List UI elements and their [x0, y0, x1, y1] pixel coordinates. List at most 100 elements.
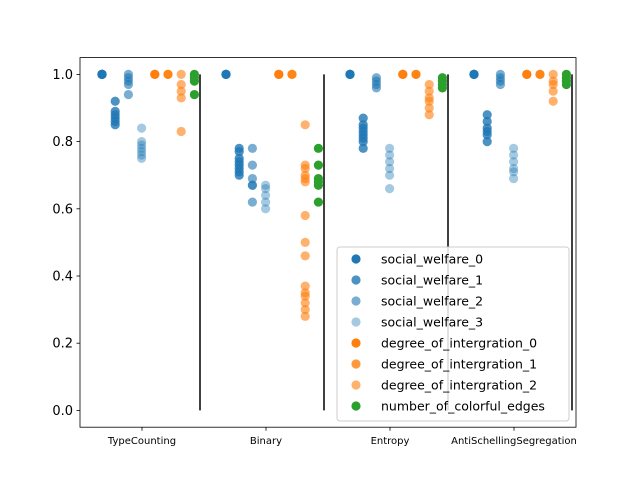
data-point-social-welfare-3	[385, 157, 395, 167]
data-point-social-welfare-3	[508, 167, 519, 177]
legend-marker	[351, 359, 361, 369]
data-point-social-welfare-3	[137, 137, 147, 147]
y-tick-label: 0.4	[52, 270, 73, 285]
data-point-degree-of-intergration-1	[287, 69, 297, 79]
x-tick-label: TypeCounting	[107, 436, 176, 447]
data-point-social-welfare-0	[97, 69, 107, 79]
data-point-degree-of-intergration-2	[548, 86, 558, 96]
data-point-social-welfare-3	[385, 150, 395, 160]
data-point-number-of-colorful-edges	[313, 143, 323, 153]
data-point-degree-of-intergration-2	[424, 96, 434, 106]
data-point-social-welfare-3	[137, 153, 147, 163]
data-point-social-welfare-1	[482, 130, 492, 140]
data-point-degree-of-intergration-2	[300, 251, 310, 261]
data-point-social-welfare-2	[247, 197, 257, 207]
data-point-social-welfare-3	[261, 190, 271, 200]
data-point-social-welfare-3	[137, 123, 147, 133]
data-point-social-welfare-3	[508, 157, 519, 167]
legend-box	[336, 246, 570, 422]
data-point-degree-of-intergration-2	[300, 237, 310, 247]
data-point-social-welfare-3	[385, 143, 395, 153]
data-point-degree-of-intergration-2	[424, 110, 434, 120]
data-point-social-welfare-1	[358, 113, 368, 123]
data-point-social-welfare-3	[508, 173, 519, 184]
legend-label: number_of_colorful_edges	[381, 399, 545, 414]
data-point-degree-of-intergration-2	[424, 103, 434, 113]
data-point-degree-of-intergration-2	[300, 163, 310, 174]
x-tick-label: Binary	[250, 436, 282, 447]
data-point-social-welfare-2	[247, 143, 257, 153]
data-point-degree-of-intergration-2	[300, 120, 310, 130]
data-point-degree-of-intergration-1	[411, 69, 421, 79]
data-point-social-welfare-2	[495, 79, 505, 90]
data-point-degree-of-intergration-2	[176, 126, 186, 137]
legend: social_welfare_0 social_welfare_1 social_w…	[336, 246, 570, 422]
data-point-degree-of-intergration-2	[300, 311, 310, 321]
legend-label: social_welfare_3	[381, 315, 483, 330]
data-point-social-welfare-1	[482, 137, 492, 147]
y-tick-label: 1.0	[52, 68, 73, 83]
data-point-degree-of-intergration-2	[424, 86, 434, 96]
data-point-degree-of-intergration-0	[274, 69, 284, 79]
data-point-number-of-colorful-edges	[437, 83, 447, 93]
data-point-social-welfare-3	[261, 197, 271, 207]
data-point-social-welfare-2	[247, 180, 257, 190]
data-point-social-welfare-3	[261, 204, 271, 214]
legend-marker	[351, 380, 361, 390]
data-point-number-of-colorful-edges	[189, 76, 199, 86]
data-point-social-welfare-3	[508, 150, 519, 160]
y-tick-label: 0.6	[52, 202, 73, 217]
data-point-social-welfare-1	[482, 110, 492, 120]
data-point-social-welfare-2	[371, 83, 381, 93]
data-point-social-welfare-3	[261, 180, 271, 190]
plot-frame	[79, 57, 577, 428]
data-points	[97, 69, 572, 321]
legend-marker	[351, 254, 361, 264]
legend-marker	[351, 296, 361, 306]
x-tick-label: Entropy	[371, 436, 410, 447]
data-point-social-welfare-3	[385, 184, 395, 194]
data-point-number-of-colorful-edges	[313, 197, 323, 207]
legend-label: social_welfare_2	[381, 294, 483, 309]
data-point-social-welfare-3	[137, 143, 147, 153]
data-point-degree-of-intergration-1	[163, 69, 173, 79]
data-point-social-welfare-1	[482, 116, 492, 127]
data-point-degree-of-intergration-1	[535, 69, 545, 79]
data-point-social-welfare-3	[137, 150, 147, 160]
data-point-degree-of-intergration-2	[548, 79, 558, 90]
data-point-degree-of-intergration-2	[548, 96, 558, 106]
y-tick-label: 0.2	[52, 337, 73, 352]
data-point-degree-of-intergration-2	[176, 69, 186, 79]
data-point-social-welfare-0	[469, 69, 479, 79]
separator-lines	[199, 74, 573, 411]
legend-marker	[351, 401, 361, 411]
y-axis: 0.0 0.2 0.4 0.6 0.8 1.0	[52, 68, 80, 419]
data-point-degree-of-intergration-2	[176, 93, 186, 103]
data-point-social-welfare-0	[345, 69, 355, 79]
data-point-degree-of-intergration-0	[398, 69, 408, 79]
legend-label: degree_of_intergration_2	[381, 378, 537, 393]
data-point-number-of-colorful-edges	[189, 89, 199, 100]
data-point-degree-of-intergration-0	[522, 69, 532, 79]
data-point-social-welfare-2	[247, 160, 257, 170]
legend-marker	[351, 338, 361, 348]
data-point-social-welfare-3	[261, 184, 271, 194]
data-point-degree-of-intergration-2	[300, 281, 310, 291]
data-point-social-welfare-1	[234, 147, 244, 157]
data-point-degree-of-intergration-2	[424, 79, 434, 90]
data-point-degree-of-intergration-2	[176, 86, 186, 96]
legend-marker	[351, 275, 361, 285]
legend-label: social_welfare_1	[381, 273, 483, 288]
data-point-degree-of-intergration-2	[300, 210, 310, 221]
data-point-social-welfare-1	[234, 170, 244, 180]
data-point-social-welfare-1	[358, 137, 368, 147]
x-tick-label: AntiSchellingSegregation	[451, 436, 577, 447]
legend-label: degree_of_intergration_1	[381, 357, 537, 372]
data-point-social-welfare-3	[385, 170, 395, 180]
data-point-social-welfare-0	[221, 69, 231, 79]
data-point-social-welfare-2	[123, 89, 133, 100]
y-tick-label: 0.0	[52, 404, 73, 419]
x-axis: TypeCounting Binary Entropy AntiSchellingSe…	[107, 427, 577, 447]
legend-label: degree_of_intergration_0	[381, 336, 537, 351]
